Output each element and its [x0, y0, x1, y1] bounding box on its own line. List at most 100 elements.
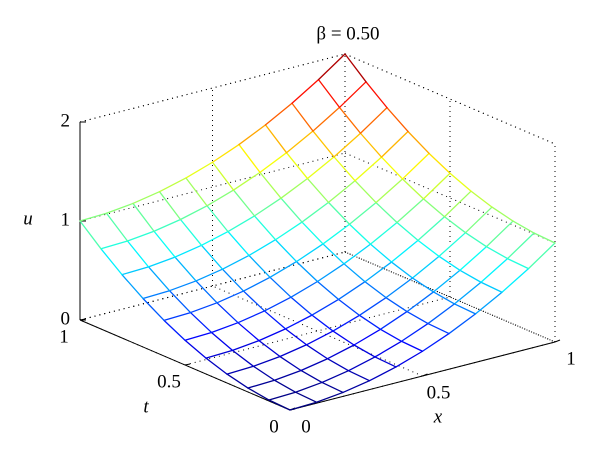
mesh-edge: [259, 152, 288, 174]
mesh-edge: [406, 310, 429, 325]
mesh-edge: [333, 132, 362, 158]
mesh-edge: [258, 339, 281, 358]
mesh-edge: [347, 370, 371, 382]
mesh-edge: [200, 230, 229, 246]
mesh-edge: [312, 130, 335, 158]
mesh-edge: [100, 240, 129, 250]
mesh-edge: [343, 243, 372, 265]
mesh-edge: [390, 239, 419, 263]
mesh-edge: [422, 172, 451, 200]
mesh-edge: [158, 191, 182, 221]
grid-line: [212, 285, 423, 377]
mesh-edge: [227, 215, 256, 233]
mesh-edge: [464, 206, 493, 234]
mesh-edge: [258, 328, 287, 342]
mesh-edge: [453, 303, 477, 315]
mesh-edge: [421, 332, 450, 352]
mesh-edge: [232, 189, 256, 217]
mesh-edge: [491, 206, 514, 222]
mesh-edge: [242, 290, 266, 312]
x-axis-label: x: [433, 406, 443, 427]
mesh-edge: [147, 256, 176, 268]
mesh-edge: [317, 53, 346, 81]
mesh-edge: [379, 328, 403, 342]
mesh-edge: [380, 130, 409, 158]
mesh-edge: [326, 344, 355, 360]
mesh-edge: [527, 242, 556, 270]
mesh-edge: [506, 257, 530, 270]
x-tick: [422, 373, 428, 377]
mesh-edge: [252, 355, 281, 367]
mesh-edge: [210, 322, 239, 334]
mesh-edge: [268, 391, 297, 401]
mesh-edge: [179, 205, 208, 221]
mesh-edge: [264, 124, 288, 154]
mesh-edge: [253, 197, 282, 217]
mesh-edge: [189, 302, 218, 314]
mesh-edge: [253, 215, 277, 241]
mesh-edge: [295, 243, 324, 263]
mesh-edge: [237, 322, 260, 342]
mesh-edge: [280, 197, 303, 223]
mesh-edge: [395, 350, 424, 368]
mesh-edge: [443, 190, 472, 218]
mesh-edge: [158, 177, 187, 193]
grid-line: [79, 53, 346, 123]
mesh-edge: [132, 202, 155, 232]
mesh-edge: [448, 313, 477, 335]
mesh-edge: [279, 344, 308, 358]
mesh-edge: [238, 143, 261, 174]
mesh-edge: [79, 212, 108, 222]
mesh-edge: [464, 232, 488, 248]
mesh-edge: [348, 223, 372, 245]
t-tick: [184, 363, 191, 366]
mesh-edge: [284, 314, 313, 330]
grid-line: [344, 53, 556, 145]
mesh-edge: [268, 399, 291, 411]
t-tick-label: 0: [269, 416, 279, 437]
mesh-edge: [248, 254, 271, 278]
mesh-edge: [374, 356, 397, 368]
mesh-edge: [380, 156, 404, 180]
mesh-edge: [273, 379, 297, 393]
mesh-edge: [273, 369, 302, 381]
mesh-edge: [353, 328, 382, 346]
mesh-edge: [327, 201, 351, 225]
mesh-edge: [321, 381, 344, 394]
mesh-edge: [247, 379, 276, 389]
mesh-edge: [406, 291, 435, 313]
mesh-edge: [174, 244, 203, 258]
mesh-edge: [100, 248, 123, 276]
mesh-edge: [142, 297, 165, 322]
mesh-edge: [285, 152, 309, 180]
mesh-edge: [300, 369, 323, 384]
mesh-edge: [411, 255, 440, 279]
mesh-edge: [274, 221, 303, 241]
mesh-edge: [105, 212, 129, 242]
mesh-edge: [512, 220, 535, 234]
x-tick-label: 0: [301, 416, 311, 437]
mesh-edge: [238, 124, 267, 146]
mesh-edge: [121, 266, 150, 276]
mesh-edge: [189, 311, 213, 334]
mesh-edge: [443, 216, 467, 234]
z-axis-label: u: [23, 208, 33, 229]
mesh-edge: [221, 268, 245, 292]
mesh-edge: [348, 201, 377, 225]
mesh-edge: [195, 280, 218, 304]
mesh-edge: [263, 310, 287, 330]
mesh-edge: [311, 298, 340, 316]
mesh-edge: [453, 281, 482, 305]
mesh-edge: [248, 239, 277, 257]
mesh-edge: [295, 260, 319, 283]
mesh-edge: [263, 296, 292, 312]
mesh-edge: [289, 401, 318, 411]
mesh-edge: [221, 254, 250, 270]
mesh-edge: [168, 280, 197, 292]
mesh-edge: [432, 269, 461, 293]
mesh-edge: [301, 221, 324, 245]
mesh-edge: [417, 216, 446, 242]
mesh-edge: [206, 205, 229, 233]
mesh-edge: [227, 230, 250, 257]
mesh-edge: [206, 189, 235, 207]
